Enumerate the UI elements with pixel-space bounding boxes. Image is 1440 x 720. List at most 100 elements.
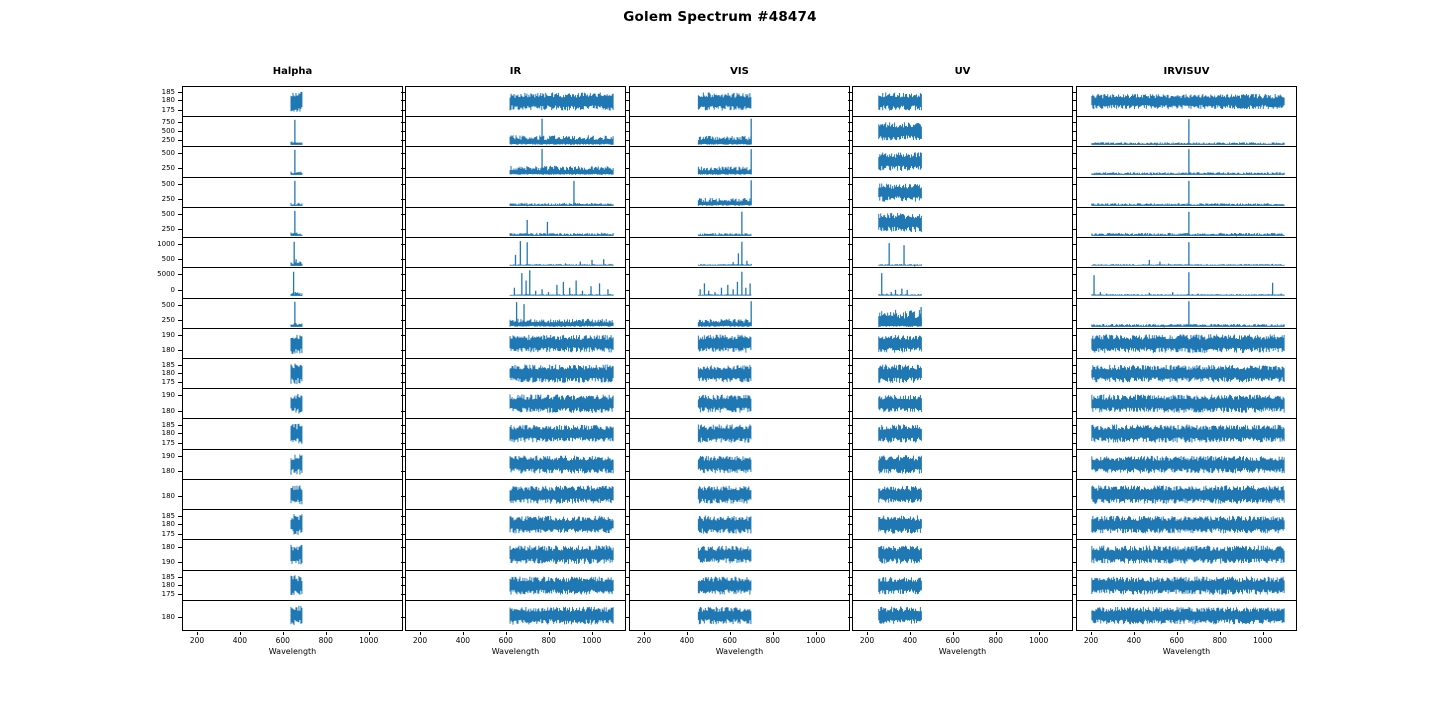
y-tick-mark	[178, 584, 182, 586]
y-tick-label: 185	[161, 421, 175, 430]
x-tick-mark	[368, 632, 370, 635]
y-tick-label: 180	[161, 492, 175, 501]
y-tick-mark	[178, 617, 182, 619]
y-tick-mark	[625, 496, 629, 498]
spectrum-cell	[183, 327, 402, 358]
spectrum-cell	[630, 478, 849, 509]
y-tick-mark	[625, 100, 629, 102]
spectrum-cell	[853, 176, 1072, 207]
subplot-grid-halpha	[182, 86, 403, 631]
x-tick-mark	[282, 632, 284, 635]
y-axis-tick-labels: 185 180 175 750 500 250 500 250 500 250 500 250 1000…	[118, 86, 182, 631]
y-tick-label: 250	[161, 135, 175, 144]
y-tick-mark	[178, 496, 182, 498]
y-tick-mark	[1072, 433, 1076, 435]
y-tick-mark	[625, 92, 629, 94]
spectrum-cell	[630, 297, 849, 328]
x-tick-mark	[995, 632, 997, 635]
y-tick-mark	[401, 395, 405, 397]
spectrum-cell	[1077, 237, 1296, 267]
y-tick-label: 185	[161, 572, 175, 581]
y-tick-mark	[178, 92, 182, 94]
x-tick-label: 600	[722, 636, 737, 645]
y-tick-mark	[401, 198, 405, 200]
y-tick-mark	[848, 350, 852, 351]
x-tick-mark	[1262, 632, 1264, 635]
subplot-grid-ir	[405, 86, 626, 631]
spectrum-cell	[183, 448, 402, 479]
y-tick-mark	[401, 92, 405, 94]
y-tick-mark	[1072, 168, 1076, 170]
x-tick-label: 200	[636, 636, 652, 645]
y-tick-mark	[625, 228, 629, 230]
x-tick-mark	[772, 632, 774, 635]
y-tick-mark	[401, 382, 405, 384]
y-tick-mark	[1072, 372, 1076, 374]
x-axis-label: Wavelength	[491, 647, 540, 656]
spectrum-cell	[183, 116, 402, 146]
y-tick-mark	[848, 109, 852, 111]
y-tick-mark	[1072, 274, 1076, 276]
y-tick-label: 500	[161, 255, 175, 264]
y-tick-mark	[1072, 304, 1076, 306]
x-tick-label: 200	[1083, 636, 1099, 645]
y-tick-label: 190	[161, 330, 175, 339]
y-tick-mark	[178, 259, 182, 261]
spectrum-cell	[1077, 176, 1296, 207]
spectrum-cell	[406, 448, 625, 479]
y-tick-mark	[848, 153, 852, 155]
y-tick-mark	[401, 533, 405, 535]
spectrum-cell	[630, 116, 849, 146]
column-title-halpha: Halpha	[272, 66, 313, 77]
y-tick-mark	[625, 456, 629, 457]
y-tick-mark	[401, 122, 405, 124]
x-tick-label: 1000	[1029, 636, 1049, 645]
spectrum-cell	[853, 569, 1072, 600]
spectrum-cell	[853, 116, 1072, 146]
y-tick-mark	[848, 533, 852, 535]
spectrum-cell	[406, 267, 625, 297]
spectrum-cell	[853, 448, 1072, 479]
y-tick-mark	[1072, 100, 1076, 102]
y-tick-label: 180	[161, 613, 175, 622]
subplot-grid-irvisuv	[1076, 86, 1297, 631]
y-tick-mark	[401, 350, 405, 351]
y-tick-mark	[848, 372, 852, 374]
y-tick-mark	[1072, 617, 1076, 619]
y-tick-mark	[401, 130, 405, 132]
y-tick-label: 500	[161, 300, 175, 309]
y-tick-mark	[1072, 584, 1076, 586]
x-tick-label: 600	[498, 636, 513, 645]
y-tick-label: 175	[161, 590, 175, 599]
y-tick-mark	[1072, 350, 1076, 351]
y-tick-mark	[625, 425, 629, 427]
y-tick-mark	[178, 334, 182, 336]
y-tick-mark	[401, 617, 405, 619]
y-tick-mark	[1072, 533, 1076, 535]
y-tick-label: 185	[161, 88, 175, 97]
y-tick-mark	[401, 183, 405, 185]
y-tick-mark	[848, 244, 852, 246]
y-tick-label: 250	[161, 315, 175, 324]
y-tick-mark	[1072, 364, 1076, 366]
x-tick-mark	[548, 632, 550, 635]
y-tick-mark	[848, 130, 852, 132]
y-tick-mark	[401, 456, 405, 457]
y-tick-mark	[401, 372, 405, 374]
spectrum-cell	[406, 509, 625, 539]
spectrum-cell	[183, 176, 402, 207]
y-tick-mark	[178, 425, 182, 427]
y-tick-mark	[178, 274, 182, 276]
y-tick-mark	[401, 244, 405, 246]
x-axis-label: Wavelength	[938, 647, 987, 656]
y-tick-mark	[178, 153, 182, 155]
y-tick-mark	[401, 410, 405, 412]
x-tick-label: 600	[945, 636, 960, 645]
y-tick-mark	[848, 364, 852, 366]
y-tick-mark	[848, 259, 852, 261]
x-tick-mark	[686, 632, 688, 635]
y-tick-mark	[178, 410, 182, 412]
subplot-grid-vis	[629, 86, 850, 631]
y-tick-mark	[848, 183, 852, 185]
